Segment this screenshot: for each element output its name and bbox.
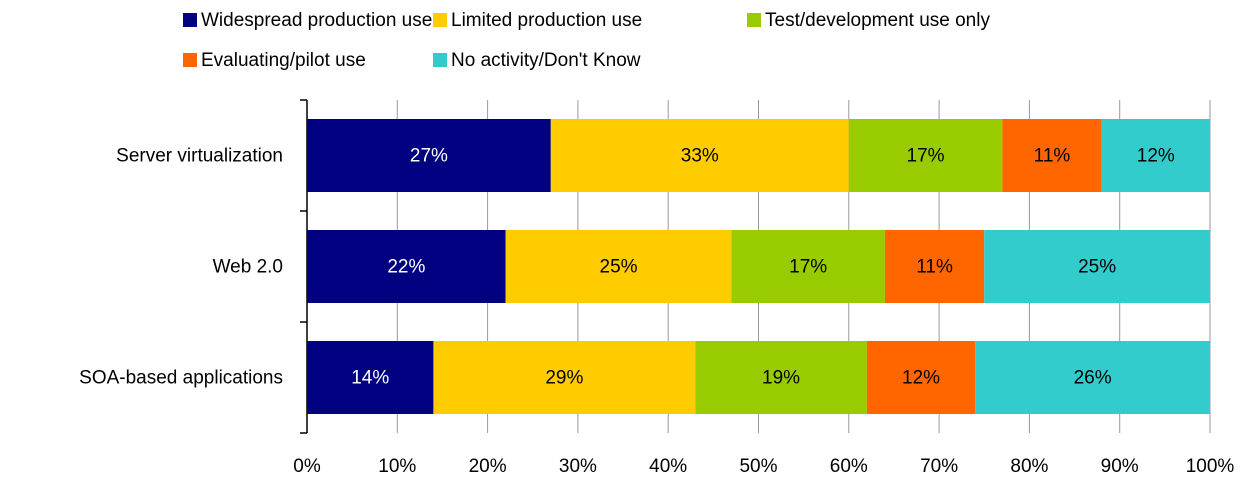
- data-label: 12%: [1137, 146, 1175, 167]
- data-label: 12%: [902, 368, 940, 389]
- legend-label: No activity/Don't Know: [451, 50, 641, 71]
- data-label: 11%: [916, 257, 953, 278]
- legend-label: Evaluating/pilot use: [201, 50, 366, 71]
- legend-swatch: [183, 13, 197, 27]
- bar-segment: [307, 119, 551, 192]
- x-tick-label: 90%: [1101, 456, 1139, 477]
- bar-segment: [433, 341, 696, 414]
- data-label: 14%: [351, 368, 389, 389]
- y-tick-label: SOA-based applications: [79, 368, 283, 389]
- data-label: 17%: [907, 146, 945, 167]
- bar-segment: [550, 119, 849, 192]
- x-tick-label: 40%: [649, 456, 687, 477]
- bar-segment: [307, 230, 506, 303]
- bar-segment: [1002, 119, 1102, 192]
- bar-segment: [848, 119, 1003, 192]
- bar-segment: [1101, 119, 1210, 192]
- legend-swatch: [433, 53, 447, 67]
- data-label: 33%: [681, 146, 719, 167]
- data-label: 27%: [410, 146, 448, 167]
- data-label: 26%: [1074, 368, 1112, 389]
- legend-swatch: [747, 13, 761, 27]
- x-tick-label: 20%: [469, 456, 507, 477]
- y-tick-label: Server virtualization: [116, 146, 283, 167]
- data-label: 19%: [762, 368, 800, 389]
- data-label: 25%: [1078, 257, 1116, 278]
- legend-label: Limited production use: [451, 10, 642, 31]
- legend-label: Test/development use only: [765, 10, 990, 31]
- x-tick-label: 10%: [378, 456, 416, 477]
- x-tick-label: 50%: [739, 456, 777, 477]
- bar-segment: [695, 341, 867, 414]
- data-label: 17%: [789, 257, 827, 278]
- bar-segment: [866, 341, 976, 414]
- bar-segment: [984, 230, 1210, 303]
- legend-swatch: [433, 13, 447, 27]
- x-tick-label: 100%: [1186, 456, 1235, 477]
- bar-segment: [731, 230, 885, 303]
- x-tick-label: 30%: [559, 456, 597, 477]
- bar-segment: [505, 230, 732, 303]
- data-label: 25%: [600, 257, 638, 278]
- bar-segment: [884, 230, 985, 303]
- bar-segment: [307, 341, 434, 414]
- data-label: 29%: [545, 368, 583, 389]
- data-label: 22%: [387, 257, 425, 278]
- x-tick-label: 80%: [1010, 456, 1048, 477]
- x-tick-label: 60%: [830, 456, 868, 477]
- legend-swatch: [183, 53, 197, 67]
- legend-label: Widespread production use: [201, 10, 432, 31]
- y-tick-label: Web 2.0: [213, 257, 283, 278]
- bar-segment: [975, 341, 1210, 414]
- x-tick-label: 0%: [293, 456, 321, 477]
- data-label: 11%: [1034, 146, 1071, 167]
- x-tick-label: 70%: [920, 456, 958, 477]
